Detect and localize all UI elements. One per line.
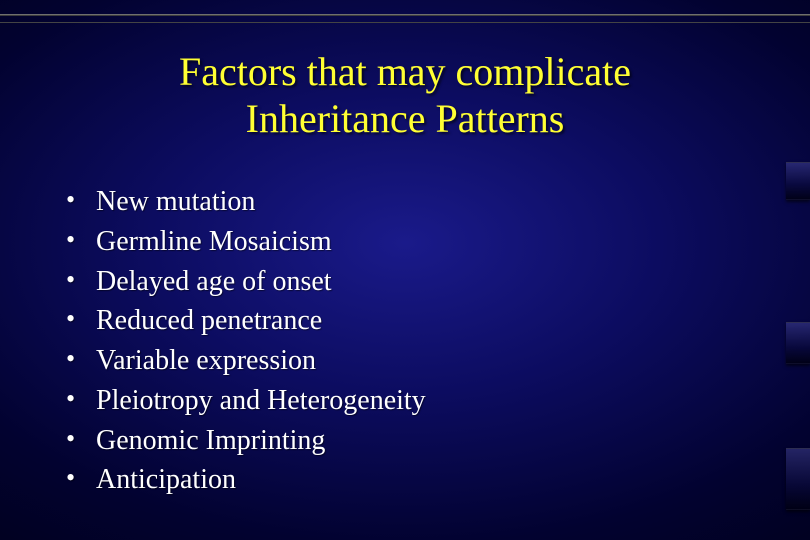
bullet-text: Variable expression — [96, 345, 316, 376]
top-divider-line-thin — [0, 22, 810, 23]
bullet-text: Pleiotropy and Heterogeneity — [96, 385, 426, 416]
top-divider-line — [0, 14, 810, 16]
list-item: Reduced penetrance — [62, 301, 770, 341]
bullet-text: Delayed age of onset — [96, 266, 332, 297]
slide: Factors that may complicate Inheritance … — [0, 0, 810, 540]
list-item: Delayed age of onset — [62, 262, 770, 302]
bullet-text: Reduced penetrance — [96, 305, 322, 336]
slide-title: Factors that may complicate Inheritance … — [0, 48, 810, 142]
edge-streak — [786, 448, 810, 510]
list-item: New mutation — [62, 182, 770, 222]
bullet-list: New mutation Germline Mosaicism Delayed … — [62, 182, 770, 500]
list-item: Genomic Imprinting — [62, 421, 770, 461]
bullet-text: New mutation — [96, 186, 255, 217]
list-item: Anticipation — [62, 460, 770, 500]
list-item: Variable expression — [62, 341, 770, 381]
list-item: Germline Mosaicism — [62, 222, 770, 262]
edge-streak — [786, 162, 810, 200]
list-item: Pleiotropy and Heterogeneity — [62, 381, 770, 421]
title-line-1: Factors that may complicate — [179, 49, 631, 94]
bullet-text: Germline Mosaicism — [96, 226, 332, 257]
bullet-text: Genomic Imprinting — [96, 425, 325, 456]
title-line-2: Inheritance Patterns — [246, 96, 565, 141]
slide-body: New mutation Germline Mosaicism Delayed … — [62, 182, 770, 500]
edge-streak — [786, 322, 810, 364]
bullet-text: Anticipation — [96, 464, 236, 495]
